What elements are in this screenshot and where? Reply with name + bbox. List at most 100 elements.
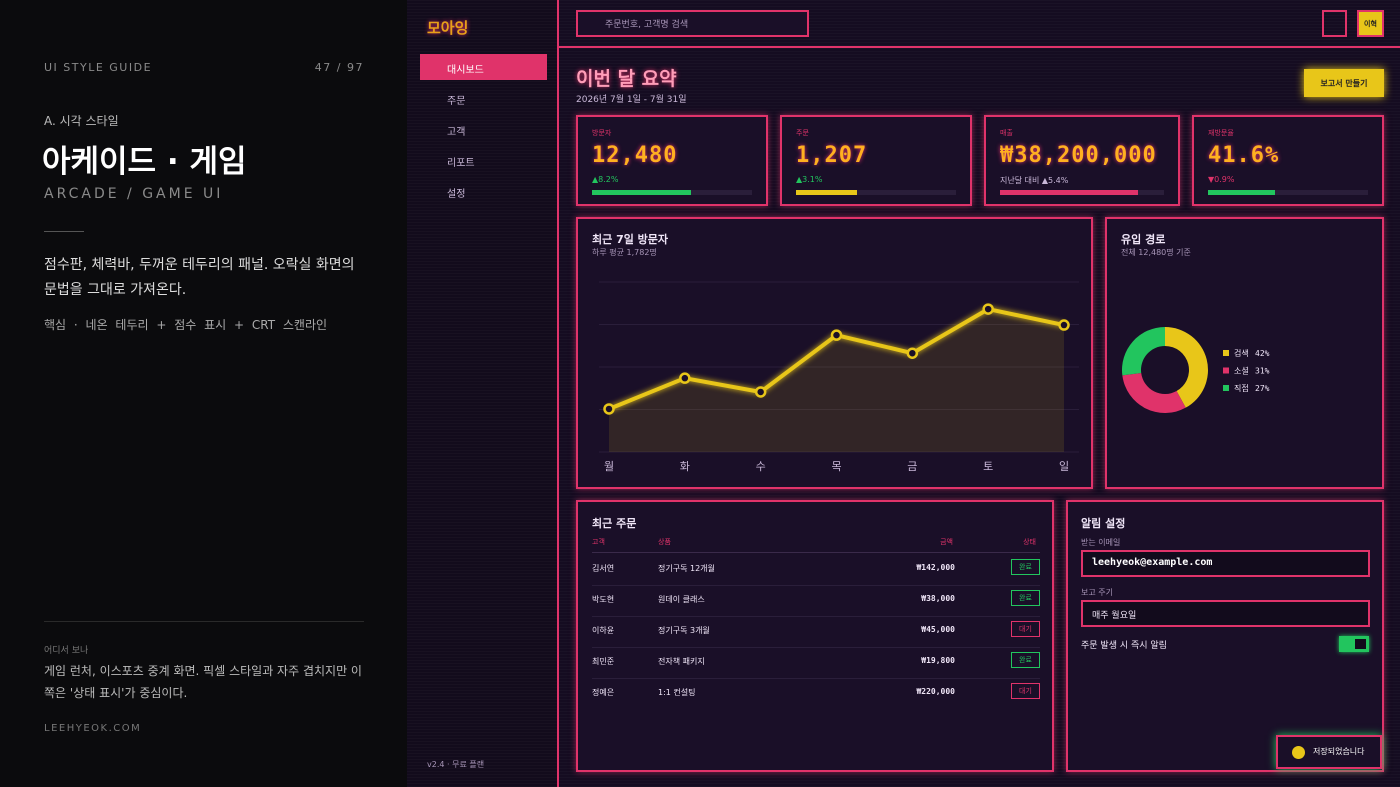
- cell: 정예은: [592, 688, 615, 697]
- report-button[interactable]: 보고서 만들기: [1304, 69, 1384, 97]
- status-badge: 완료: [1011, 590, 1040, 606]
- x-tick-label: 금: [907, 460, 917, 473]
- point: [982, 303, 994, 315]
- guide-panel: UI STYLE GUIDE 47 / 97 A. 시각 스타일 아케이드 · …: [0, 0, 407, 787]
- kpi-delta: ▲8.2%: [592, 175, 619, 184]
- legend-swatch: [1223, 367, 1229, 374]
- email-input[interactable]: leehyeok@example.com: [1081, 550, 1370, 577]
- where-label: 어디서 보나: [44, 646, 89, 656]
- progress-fill: [1208, 190, 1276, 195]
- nav-item[interactable]: 주문: [447, 96, 466, 107]
- page-title: 이번 달 요약: [576, 68, 677, 90]
- x-tick-label: 목: [831, 460, 841, 473]
- sidebar: 모아잉 대시보드 주문 고객 리포트 설정 v2.4 · 무료 플랜: [407, 0, 559, 787]
- point: [830, 329, 843, 341]
- legend-swatch: [1223, 385, 1229, 391]
- status-badge: 완료: [1011, 652, 1040, 668]
- status-badge: 대기: [1011, 683, 1040, 699]
- cell: ₩45,000: [921, 625, 955, 634]
- kpi-label: 주문: [796, 129, 809, 137]
- date-range: 2026년 7월 1일 - 7월 31일: [576, 95, 687, 105]
- cell: 전자책 패키지: [658, 657, 705, 666]
- topbar-border: [559, 46, 1400, 48]
- guide-label: UI STYLE GUIDE: [44, 61, 153, 74]
- column-header: 상태: [1023, 538, 1036, 546]
- cell: ₩38,000: [921, 594, 955, 603]
- email-label: 받는 이메일: [1081, 538, 1121, 547]
- kpi-label: 방문자: [592, 129, 612, 137]
- toggle-label: 주문 발생 시 즉시 알림: [1081, 641, 1167, 651]
- progress-fill: [796, 190, 857, 195]
- x-tick-label: 수: [756, 460, 766, 473]
- chart-subtitle: 하루 평균 1,782명: [592, 248, 657, 257]
- row-rule: [592, 678, 1040, 679]
- chart-title: 최근 7일 방문자: [592, 233, 669, 246]
- kpi-delta: 지난달 대비 ▲5.4%: [1000, 176, 1069, 185]
- progress-fill: [592, 190, 692, 195]
- status-badge: 대기: [1011, 621, 1040, 637]
- chart-subtitle: 전체 12,480명 기준: [1121, 248, 1191, 257]
- cell: ₩142,000: [916, 563, 955, 572]
- where-text: 게임 런처, 이스포츠 중계 화면. 픽셀 스타일과 자주 겹치지만 이쪽은 '…: [44, 664, 362, 700]
- search-input[interactable]: 주문번호, 고객명 검색: [576, 10, 809, 37]
- point: [679, 372, 691, 384]
- orders-panel: 최근 주문 고객 상품 금액 상태 김서연 정기구독 12개월 ₩142,000 완료 박도현 원…: [576, 500, 1054, 772]
- x-tick-label: 토: [983, 460, 993, 473]
- cell: 박도현: [592, 595, 615, 604]
- donut-chart: 검색 42% 소셜 31% 직접 27%: [1122, 327, 1270, 413]
- settings-panel: 알림 설정 받는 이메일 leehyeok@example.com 보고 주기 …: [1066, 500, 1384, 772]
- site: LEEHYEOK.COM: [44, 723, 142, 734]
- kpi-value: ₩38,200,000: [1000, 143, 1157, 168]
- period-label: 보고 주기: [1081, 588, 1113, 597]
- column-header: 금액: [940, 538, 953, 546]
- legend-value: 31%: [1255, 367, 1270, 376]
- core: 핵심 · 네온 테두리 + 점수 표시 + CRT 스캔라인: [44, 318, 328, 332]
- toast: 저장되었습니다: [1276, 735, 1382, 769]
- row-rule: [592, 647, 1040, 648]
- settings-title: 알림 설정: [1081, 517, 1126, 530]
- kpi-card: 주문 1,207 ▲3.1%: [780, 115, 972, 206]
- donut-segment: [1165, 327, 1208, 408]
- toggle[interactable]: [1339, 636, 1369, 652]
- guide-subtitle: ARCADE / GAME UI: [44, 186, 224, 202]
- chart-title: 유입 경로: [1121, 233, 1166, 246]
- kpi-card: 재방문율 41.6% ▼0.9%: [1192, 115, 1384, 206]
- progress-track: [592, 190, 752, 195]
- nav-item[interactable]: 리포트: [447, 158, 475, 169]
- cell: 김서연: [592, 564, 615, 573]
- progress-fill: [1000, 190, 1138, 195]
- nav-item[interactable]: 고객: [447, 127, 466, 138]
- visitors-panel: 최근 7일 방문자 하루 평균 1,782명 월 화 수 목 금 토 일: [576, 217, 1093, 489]
- cell: 최민준: [592, 657, 615, 666]
- column-header: 상품: [658, 538, 671, 546]
- row-rule: [592, 585, 1040, 586]
- header-rule: [592, 552, 1040, 553]
- kpi-value: 12,480: [592, 143, 678, 168]
- avatar[interactable]: 이혁: [1357, 10, 1384, 37]
- kpi-card: 매출 ₩38,200,000 지난달 대비 ▲5.4%: [984, 115, 1180, 206]
- legend-label: 직접: [1234, 383, 1249, 393]
- cell: 정기구독 3개월: [658, 626, 710, 635]
- legend-value: 27%: [1255, 384, 1270, 393]
- donut-segment: [1122, 373, 1186, 413]
- logo[interactable]: 모아잉: [427, 19, 469, 37]
- point: [1058, 319, 1070, 331]
- notification-button[interactable]: [1322, 10, 1347, 37]
- description: 점수판, 체력바, 두꺼운 테두리의 패널. 오락실 화면의 문법을 그대로 가…: [44, 257, 355, 298]
- cell: ₩19,800: [921, 656, 955, 665]
- point: [906, 347, 919, 359]
- x-tick-label: 화: [680, 460, 690, 473]
- orders-title: 최근 주문: [592, 517, 637, 530]
- period-select[interactable]: 매주 월요일: [1081, 600, 1370, 627]
- x-tick-label: 일: [1059, 459, 1069, 473]
- plan: v2.4 · 무료 플랜: [427, 760, 485, 769]
- divider: [44, 621, 364, 622]
- status-badge: 완료: [1011, 559, 1040, 575]
- section: A. 시각 스타일: [44, 114, 119, 128]
- cell: ₩220,000: [916, 687, 955, 696]
- nav-item[interactable]: 설정: [447, 189, 466, 200]
- point: [603, 403, 615, 415]
- nav-item[interactable]: 대시보드: [420, 54, 547, 80]
- progress-track: [1208, 190, 1368, 195]
